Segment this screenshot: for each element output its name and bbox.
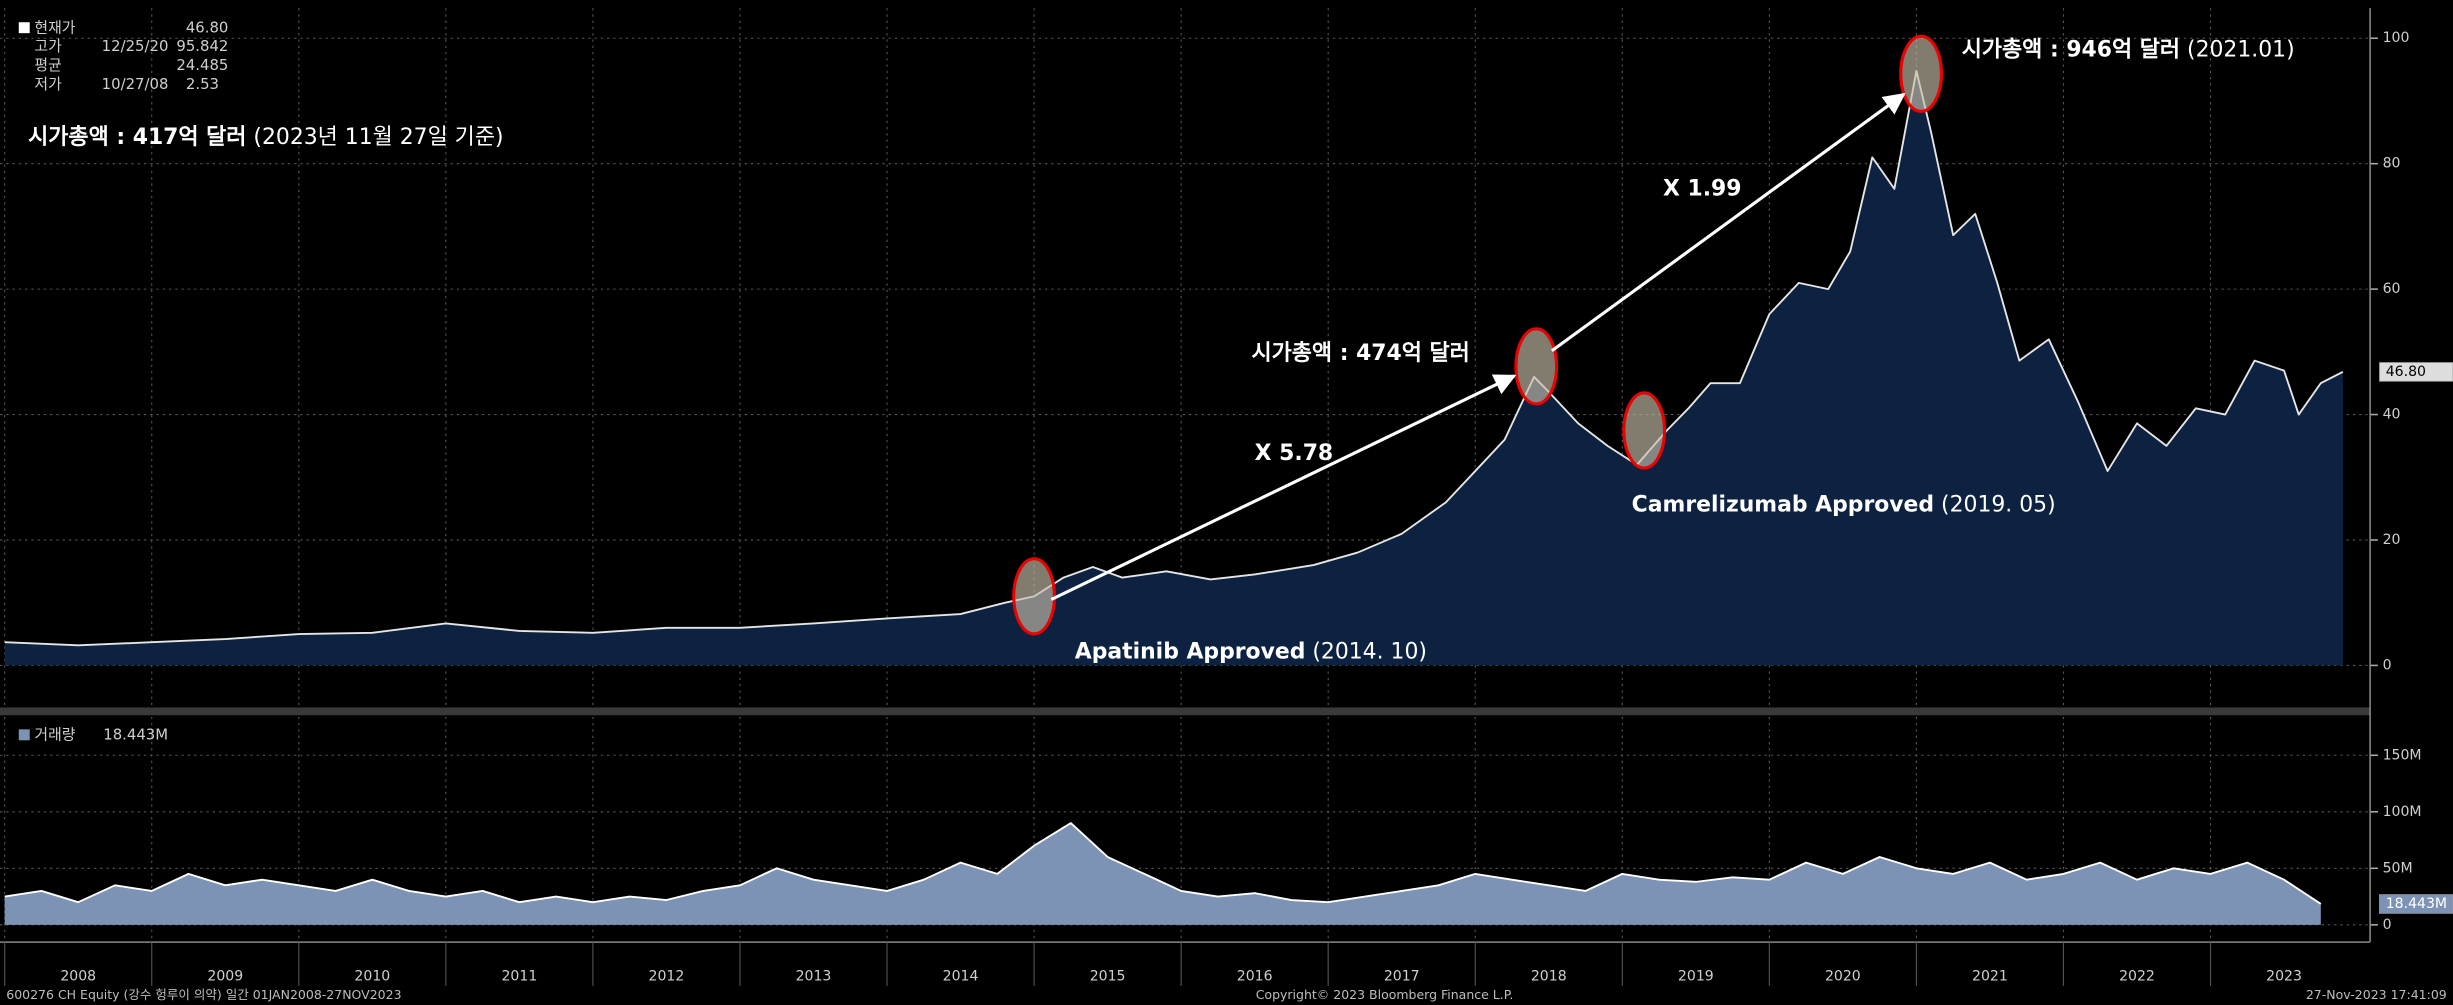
- y-tick-label: 0: [2383, 917, 2392, 933]
- apatinib-note: (2014. 10): [1312, 640, 1427, 665]
- market-cap-note: (2023년 11월 27일 기준): [253, 125, 503, 150]
- highlight: [1899, 34, 1944, 113]
- series-line: [4, 822, 2322, 905]
- legend-value: 95.842: [176, 37, 228, 55]
- footer-left: 600276 CH Equity (강수 헝루이 의약) 일간 01JAN200…: [6, 987, 401, 1002]
- x-tick-label: 2015: [1090, 969, 1126, 985]
- market-cap-bold: 시가총액 : 417억 달러: [28, 125, 246, 150]
- peak-bold: 시가총액 : 946억 달러: [1962, 37, 2180, 62]
- area-fill: [4, 70, 2343, 666]
- legend-name: 고가: [34, 37, 62, 55]
- panel-separator: [0, 707, 2371, 716]
- y-tick-label: 100: [2383, 30, 2410, 46]
- x-tick-label: 2020: [1825, 969, 1861, 985]
- camrelizumab-label: Camrelizumab Approved (2019. 05): [1632, 493, 2056, 518]
- annotations: 시가총액 : 417억 달러 (2023년 11월 27일 기준) 시가총액 :…: [28, 34, 2295, 665]
- current-label: 46.80: [2386, 364, 2426, 380]
- x-tick-label: 2022: [2119, 969, 2155, 985]
- legend-date: 10/27/08: [102, 75, 169, 93]
- x-tick-label: 2008: [60, 969, 96, 985]
- camrelizumab-note: (2019. 05): [1941, 493, 2056, 518]
- y-tick-label: 40: [2383, 407, 2401, 423]
- current-badge: [2379, 362, 2453, 382]
- x-tick-label: 2009: [207, 969, 243, 985]
- y-tick-label: 20: [2383, 532, 2401, 548]
- legend-swatch: [18, 729, 30, 741]
- legend-name: 평균: [34, 56, 61, 74]
- legend-swatch: [18, 22, 30, 34]
- highlight: [1622, 391, 1667, 470]
- volume-panel: 0 50M 100M 150M 18.443M: [0, 716, 2453, 939]
- series-line: [4, 69, 2344, 647]
- x-tick-label: 2021: [1972, 969, 2008, 985]
- mid-label: 시가총액 : 474억 달러: [1252, 341, 1470, 366]
- y-tick-label: 60: [2383, 281, 2401, 297]
- apatinib-bold: Apatinib Approved: [1075, 640, 1306, 665]
- legend: 현재가 46.80 고가 12/25/20 95.842 평균 24.485 저…: [18, 18, 229, 744]
- apatinib-label: Apatinib Approved (2014. 10): [1075, 640, 1427, 665]
- y-tick-label: 80: [2383, 156, 2401, 172]
- ratio-label: X 1.99: [1663, 177, 1742, 202]
- current-label: 18.443M: [2386, 896, 2447, 912]
- x-tick-label: 2010: [354, 969, 390, 985]
- arrow: [1050, 374, 1517, 601]
- x-tick-label: 2019: [1678, 969, 1714, 985]
- legend-date: 12/25/20: [102, 37, 169, 55]
- x-tick-label: 2014: [943, 969, 979, 985]
- area-fill: [4, 823, 2321, 925]
- footer-right: 27-Nov-2023 17:41:09: [2306, 987, 2447, 1002]
- x-tick-label: 2016: [1237, 969, 1273, 985]
- highlight: [1514, 327, 1559, 406]
- arrow: [1550, 92, 1906, 353]
- y-tick-label: 150M: [2383, 747, 2422, 763]
- x-tick-label: 2023: [2266, 969, 2302, 985]
- y-tick-label: 100M: [2383, 804, 2422, 820]
- current-badge: [2379, 894, 2453, 914]
- legend-value: 24.485: [176, 56, 228, 74]
- legend-name: 거래량: [34, 726, 75, 744]
- x-tick-label: 2011: [501, 969, 537, 985]
- legend-value: 46.80: [186, 18, 229, 36]
- legend-name: 현재가: [34, 18, 75, 36]
- peak-note: (2021.01): [2187, 37, 2295, 62]
- peak-label: 시가총액 : 946억 달러 (2021.01): [1962, 37, 2295, 62]
- market-cap-now: 시가총액 : 417억 달러 (2023년 11월 27일 기준): [28, 125, 503, 150]
- legend-value: 2.53: [186, 75, 219, 93]
- y-tick-label: 50M: [2383, 860, 2413, 876]
- x-tick-label: 2013: [796, 969, 832, 985]
- x-tick-label: 2012: [649, 969, 685, 985]
- legend-name: 저가: [34, 75, 62, 93]
- x-tick-label: 2017: [1384, 969, 1420, 985]
- ratio-label: X 5.78: [1255, 441, 1334, 466]
- footer-center: Copyright© 2023 Bloomberg Finance L.P.: [1256, 987, 1514, 1002]
- y-tick-label: 0: [2383, 657, 2392, 673]
- camrelizumab-bold: Camrelizumab Approved: [1632, 493, 1934, 518]
- highlight: [1012, 557, 1056, 636]
- legend-value: 18.443M: [103, 726, 168, 744]
- x-tick-label: 2018: [1531, 969, 1567, 985]
